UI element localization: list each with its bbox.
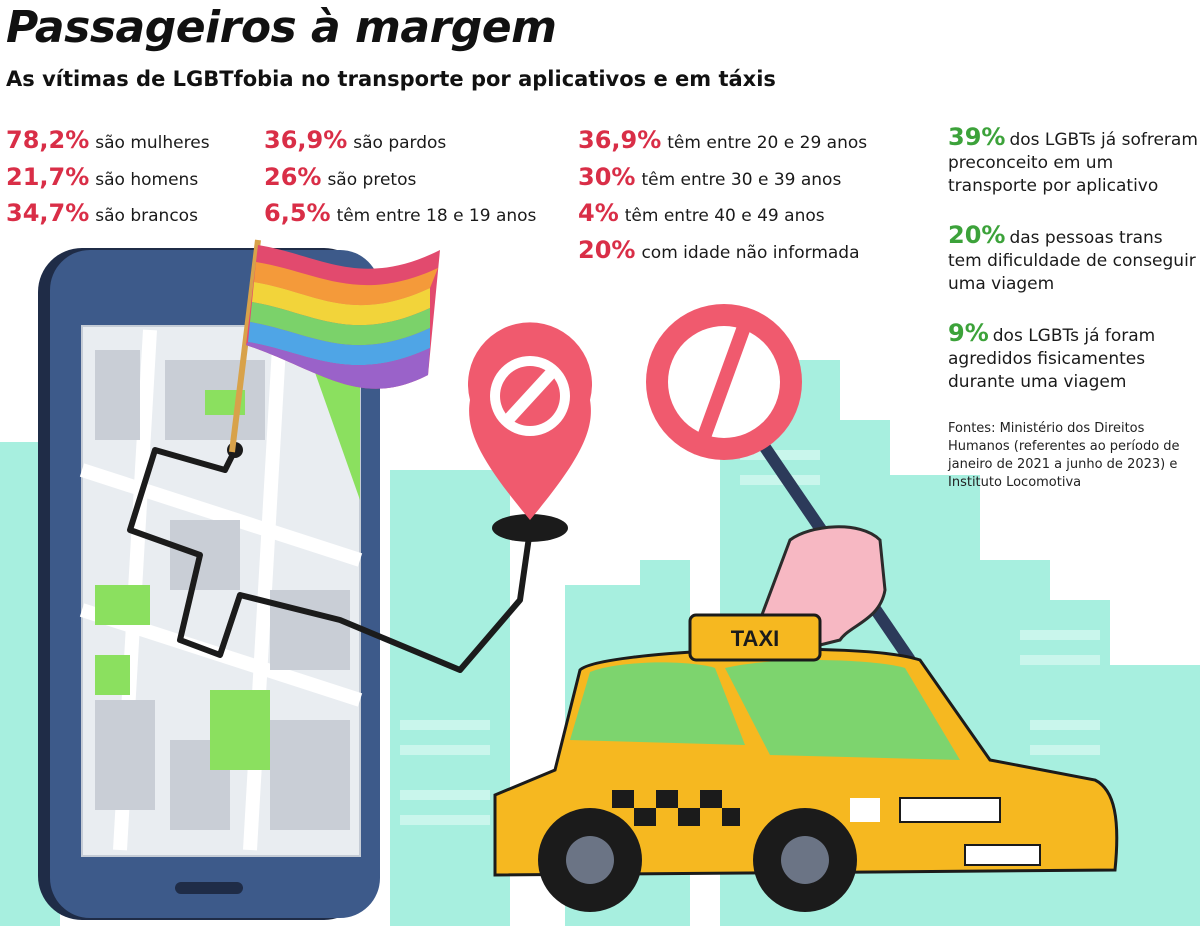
page-subtitle: As vítimas de LGBTfobia no transporte po… bbox=[6, 67, 776, 91]
taxi-sign: TAXI bbox=[731, 626, 779, 651]
page-title: Passageiros à margem bbox=[6, 2, 557, 53]
stat-label: têm entre 40 e 49 anos bbox=[624, 206, 825, 226]
stats-column-race: 36,9% são pardos 26% são pretos 6,5% têm en… bbox=[264, 124, 536, 234]
source-note: Fontes: Ministério dos Direitos Humanos … bbox=[948, 421, 1180, 490]
stat-item: 26% são pretos bbox=[264, 161, 536, 198]
stat-percent: 6,5% bbox=[264, 199, 331, 227]
stat-label: são homens bbox=[95, 169, 199, 190]
rainbow-flag-icon bbox=[229, 239, 440, 453]
highlight-label: dos LGBTs já foram agredidos fisicamente… bbox=[948, 326, 1156, 392]
stat-item: 78,2% são mulheres bbox=[6, 124, 210, 161]
stat-label: são mulheres bbox=[95, 133, 210, 153]
stat-percent: 30% bbox=[578, 162, 636, 191]
stat-label: têm entre 18 e 19 anos bbox=[336, 206, 537, 226]
stat-percent: 26% bbox=[264, 162, 322, 191]
stat-item: 4% têm entre 40 e 49 anos bbox=[578, 197, 867, 234]
highlight-item: 9% dos LGBTs já foram agredidos fisicamen… bbox=[948, 319, 1198, 394]
highlight-percent: 20% bbox=[948, 221, 1006, 249]
stat-label: têm entre 20 e 29 anos bbox=[667, 133, 868, 153]
stat-label: são pardos bbox=[353, 133, 447, 153]
highlight-label: das pessoas trans tem dificuldade de con… bbox=[948, 228, 1196, 294]
stats-column-age: 36,9% têm entre 20 e 29 anos 30% têm entre… bbox=[578, 124, 867, 270]
stat-item: 36,9% são pardos bbox=[264, 124, 536, 161]
highlight-item: 39% dos LGBTs já sofreram preconceito em … bbox=[948, 123, 1198, 198]
stat-item: 34,7% são brancos bbox=[6, 197, 210, 234]
highlights-column: 39% dos LGBTs já sofreram preconceito em … bbox=[948, 123, 1198, 492]
highlight-label: dos LGBTs já sofreram preconceito em um … bbox=[948, 130, 1198, 196]
stat-percent: 21,7% bbox=[6, 162, 90, 191]
stat-item: 30% têm entre 30 e 39 anos bbox=[578, 161, 867, 198]
prohibited-pin-icon bbox=[467, 322, 592, 542]
stat-label: são pretos bbox=[327, 169, 417, 190]
stat-label: têm entre 30 e 39 anos bbox=[641, 169, 842, 190]
stat-item: 21,7% são homens bbox=[6, 161, 210, 198]
stat-percent: 34,7% bbox=[6, 199, 90, 227]
stat-percent: 36,9% bbox=[578, 126, 662, 154]
smartphone-map-icon bbox=[38, 248, 533, 920]
taxi-icon: TAXI bbox=[493, 613, 1119, 912]
stat-label: são brancos bbox=[95, 206, 198, 226]
highlight-percent: 9% bbox=[948, 319, 989, 347]
stat-item: 6,5% têm entre 18 e 19 anos bbox=[264, 197, 536, 234]
highlight-item: 20% das pessoas trans tem dificuldade de … bbox=[948, 221, 1198, 296]
highlight-percent: 39% bbox=[948, 123, 1006, 151]
stat-percent: 36,9% bbox=[264, 126, 348, 154]
stat-percent: 4% bbox=[578, 199, 619, 227]
stat-percent: 20% bbox=[578, 235, 636, 264]
stat-label: com idade não informada bbox=[641, 242, 860, 263]
stat-item: 36,9% têm entre 20 e 29 anos bbox=[578, 124, 867, 161]
stat-percent: 78,2% bbox=[6, 126, 90, 154]
stat-item: 20% com idade não informada bbox=[578, 234, 867, 271]
stats-column-gender: 78,2% são mulheres 21,7% são homens 34,7% s… bbox=[6, 124, 210, 234]
